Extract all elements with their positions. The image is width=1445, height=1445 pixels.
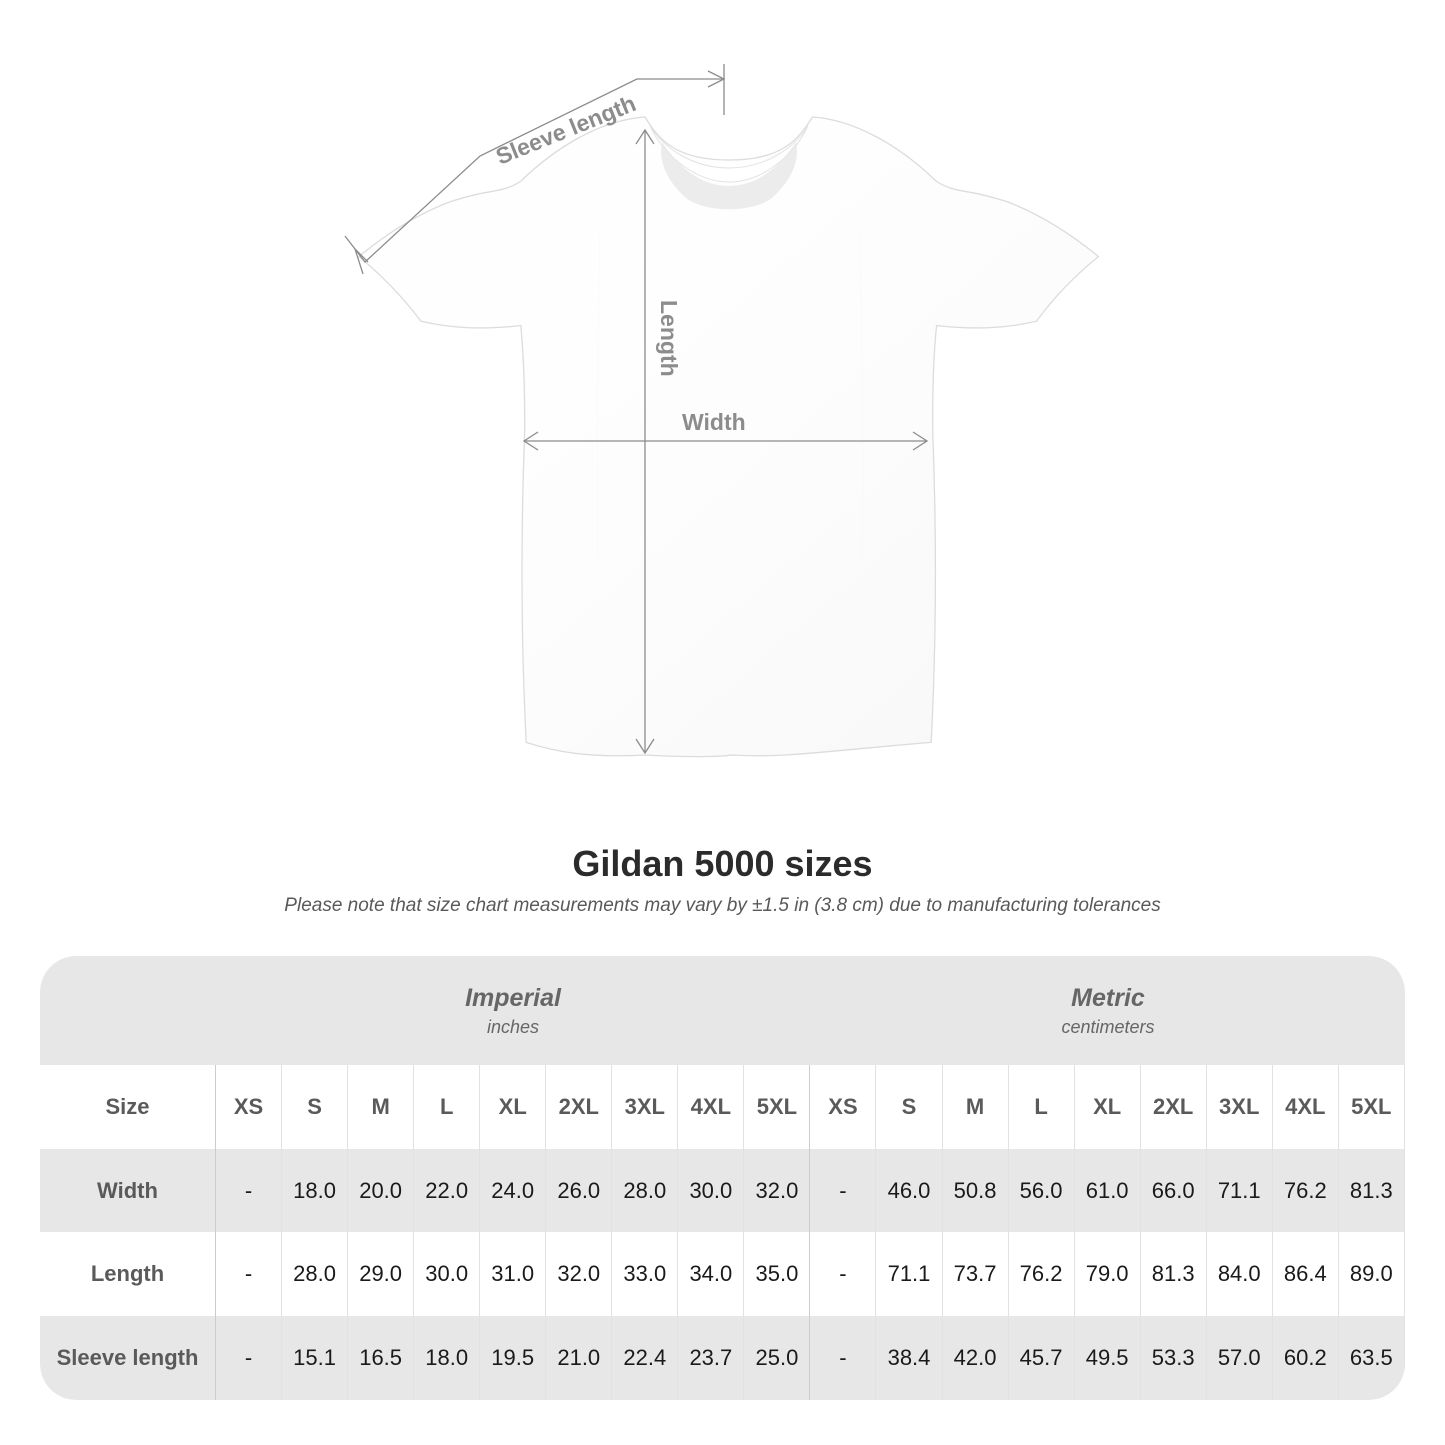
svg-text:Length: Length <box>656 300 682 377</box>
svg-text:Width: Width <box>682 409 746 435</box>
